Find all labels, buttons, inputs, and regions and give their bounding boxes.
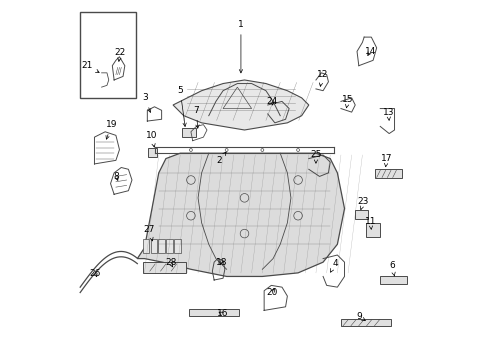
Text: 7: 7 — [193, 106, 199, 128]
Polygon shape — [173, 80, 308, 130]
Text: 11: 11 — [364, 217, 376, 229]
Text: 13: 13 — [382, 108, 393, 120]
Text: 14: 14 — [364, 47, 375, 56]
Text: 8: 8 — [113, 172, 119, 181]
Text: 27: 27 — [143, 225, 155, 241]
Bar — [174, 239, 180, 253]
Bar — [142, 262, 185, 273]
Text: 1: 1 — [238, 20, 244, 73]
Text: 21: 21 — [81, 61, 99, 72]
Bar — [182, 128, 196, 137]
Text: 19: 19 — [105, 120, 117, 139]
Text: 9: 9 — [355, 312, 365, 321]
Bar — [189, 309, 239, 316]
Text: 3: 3 — [142, 93, 151, 112]
Text: 26: 26 — [90, 269, 101, 278]
Bar — [354, 210, 367, 219]
Text: 16: 16 — [216, 310, 227, 319]
Bar — [380, 276, 406, 284]
Text: 12: 12 — [316, 70, 327, 86]
Text: 18: 18 — [215, 258, 226, 267]
Text: 20: 20 — [266, 288, 278, 297]
Bar — [365, 223, 380, 237]
Bar — [158, 239, 164, 253]
Text: 28: 28 — [164, 258, 176, 267]
Text: 15: 15 — [342, 95, 353, 108]
Text: 24: 24 — [266, 97, 277, 106]
Bar — [142, 239, 149, 253]
Text: 4: 4 — [330, 260, 337, 272]
Bar — [340, 319, 390, 327]
Text: 2: 2 — [216, 152, 225, 165]
Text: 6: 6 — [388, 261, 394, 276]
Bar — [80, 12, 135, 98]
Bar — [148, 148, 157, 157]
Text: 5: 5 — [177, 86, 186, 126]
Polygon shape — [137, 153, 344, 276]
Bar — [166, 239, 172, 253]
Text: 10: 10 — [145, 131, 157, 147]
Bar — [150, 239, 157, 253]
Text: 23: 23 — [357, 197, 368, 210]
Text: 22: 22 — [114, 48, 125, 61]
Text: 17: 17 — [380, 154, 392, 167]
Bar — [374, 169, 401, 178]
Text: 25: 25 — [309, 150, 321, 163]
